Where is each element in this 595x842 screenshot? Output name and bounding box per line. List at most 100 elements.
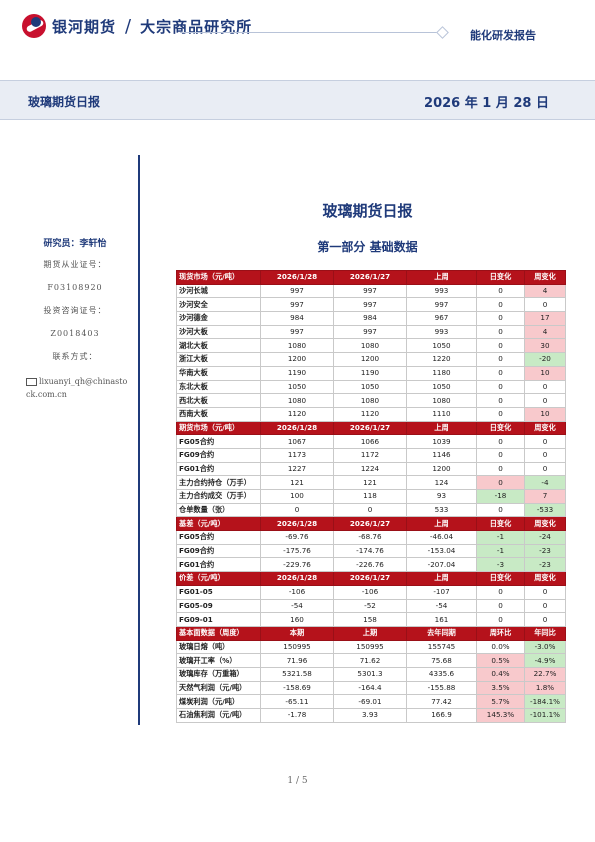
- table-cell: 121: [333, 475, 407, 490]
- row-label: 基本面数据（周度）: [176, 625, 261, 641]
- table-row: FG09合约 1173 1172 1146 0 0: [176, 447, 566, 463]
- table-cell: 1200: [333, 352, 407, 367]
- row-label: 西南大板: [176, 406, 261, 422]
- table-cell: -175.76: [260, 543, 334, 559]
- table-cell: 日变化: [476, 516, 525, 532]
- row-label: 天然气利润（元/吨）: [176, 680, 261, 696]
- table-header-row: 价差（元/吨） 2026/1/28 2026/1/27 上周 日变化 周变化: [176, 571, 566, 586]
- table-cell: 2026/1/27: [333, 571, 407, 586]
- table-cell: -155.88: [406, 680, 477, 696]
- table-cell: 0.5%: [476, 653, 525, 668]
- table-cell: -153.04: [406, 543, 477, 559]
- table-header-row: 期货市场（元/吨） 2026/1/28 2026/1/27 上周 日变化 周变化: [176, 420, 566, 436]
- analyst-info: 研究员：李轩怡 期货从业证号： F03108920 投资咨询证号： Z00184…: [20, 236, 130, 401]
- table-cell: 1067: [260, 434, 334, 449]
- row-label: 沙河安全: [176, 297, 261, 313]
- table-cell: 2026/1/28: [260, 420, 334, 436]
- table-cell: -18: [476, 489, 525, 504]
- table-cell: 5301.3: [333, 666, 407, 682]
- table-cell: -207.04: [406, 557, 477, 573]
- contact-email[interactable]: lixuanyi_qh@chinasto ck.com.cn: [26, 375, 130, 401]
- table-cell: 75.68: [406, 653, 477, 668]
- table-row: 天然气利润（元/吨） -158.69 -164.4 -155.88 3.5% 1.8%: [176, 680, 566, 696]
- band-title: 玻璃期货日报: [28, 95, 101, 109]
- table-cell: 2026/1/28: [260, 571, 334, 586]
- table-row: 西南大板 1120 1120 1110 0 10: [176, 406, 566, 422]
- divider-slash: /: [125, 15, 132, 37]
- table-cell: -229.76: [260, 557, 334, 573]
- row-label: FG01-05: [176, 584, 261, 600]
- table-cell: 93: [406, 489, 477, 504]
- table-cell: -184.1%: [524, 694, 566, 709]
- row-label: 期货市场（元/吨）: [176, 420, 261, 436]
- table-cell: 周变化: [524, 420, 566, 436]
- table-cell: 日变化: [476, 420, 525, 436]
- table-cell: 166.9: [406, 708, 477, 723]
- table-cell: 0: [476, 447, 525, 463]
- table-cell: 5.7%: [476, 694, 525, 709]
- row-label: 价差（元/吨）: [176, 571, 261, 586]
- table-cell: 上周: [406, 270, 477, 285]
- row-label: FG01合约: [176, 461, 261, 477]
- table-cell: -46.04: [406, 530, 477, 545]
- table-cell: 77.42: [406, 694, 477, 709]
- table-cell: 160: [260, 612, 334, 627]
- table-cell: 1200: [260, 352, 334, 367]
- table-cell: 984: [333, 311, 407, 326]
- table-cell: 1172: [333, 447, 407, 463]
- table-row: 玻璃库存（万重箱） 5321.58 5301.3 4335.6 0.4% 22.7%: [176, 666, 566, 682]
- table-cell: 0: [260, 502, 334, 518]
- table-cell: 1180: [406, 365, 477, 381]
- table-cell: 2026/1/27: [333, 516, 407, 532]
- table-cell: 日变化: [476, 270, 525, 285]
- table-cell: -174.76: [333, 543, 407, 559]
- table-cell: -101.1%: [524, 708, 566, 723]
- table-row: FG05合约 -69.76 -68.76 -46.04 -1 -24: [176, 530, 566, 545]
- table-cell: 1080: [333, 393, 407, 408]
- table-cell: 0: [476, 324, 525, 340]
- table-cell: 71.96: [260, 653, 334, 668]
- table-cell: 0: [333, 502, 407, 518]
- table-header-row: 基差（元/吨） 2026/1/28 2026/1/27 上周 日变化 周变化: [176, 516, 566, 532]
- table-cell: 17: [524, 311, 566, 326]
- table-cell: 997: [333, 297, 407, 313]
- table-cell: 1200: [406, 461, 477, 477]
- table-cell: 100: [260, 489, 334, 504]
- table-cell: -1: [476, 530, 525, 545]
- row-label: FG09合约: [176, 543, 261, 559]
- table-cell: 5321.58: [260, 666, 334, 682]
- table-cell: -3: [476, 557, 525, 573]
- table-cell: -4: [524, 475, 566, 490]
- row-label: 煤炭利润（元/吨）: [176, 694, 261, 709]
- row-label: 沙河大板: [176, 324, 261, 340]
- table-cell: 0: [524, 297, 566, 313]
- table-cell: 周变化: [524, 571, 566, 586]
- row-label: 主力合约持仓（万手）: [176, 475, 261, 490]
- table-cell: 0: [476, 475, 525, 490]
- table-cell: 997: [333, 324, 407, 340]
- table-cell: 1.8%: [524, 680, 566, 696]
- row-label: FG09合约: [176, 447, 261, 463]
- table-cell: -68.76: [333, 530, 407, 545]
- table-cell: -23: [524, 543, 566, 559]
- report-type: 能化研发报告: [470, 29, 536, 42]
- table-cell: 1066: [333, 434, 407, 449]
- table-row: 沙河德金 984 984 967 0 17: [176, 311, 566, 326]
- table-cell: 0: [476, 406, 525, 422]
- table-row: 沙河长城 997 997 993 0 4: [176, 283, 566, 299]
- table-cell: 967: [406, 311, 477, 326]
- row-label: 华南大板: [176, 365, 261, 381]
- table-header-row: 基本面数据（周度） 本期 上期 去年同期 周环比 年同比: [176, 625, 566, 641]
- table-row: FG01合约 1227 1224 1200 0 0: [176, 461, 566, 477]
- table-row: FG01-05 -106 -106 -107 0 0: [176, 584, 566, 600]
- table-cell: -20: [524, 352, 566, 367]
- table-cell: 周环比: [476, 625, 525, 641]
- table-cell: 10: [524, 365, 566, 381]
- table-cell: 30: [524, 338, 566, 354]
- table-cell: 3.5%: [476, 680, 525, 696]
- table-cell: 0: [476, 311, 525, 326]
- table-row: 主力合约成交（万手） 100 118 93 -18 7: [176, 489, 566, 504]
- table-cell: 2026/1/27: [333, 420, 407, 436]
- table-cell: 161: [406, 612, 477, 627]
- table-row: 沙河安全 997 997 997 0 0: [176, 297, 566, 313]
